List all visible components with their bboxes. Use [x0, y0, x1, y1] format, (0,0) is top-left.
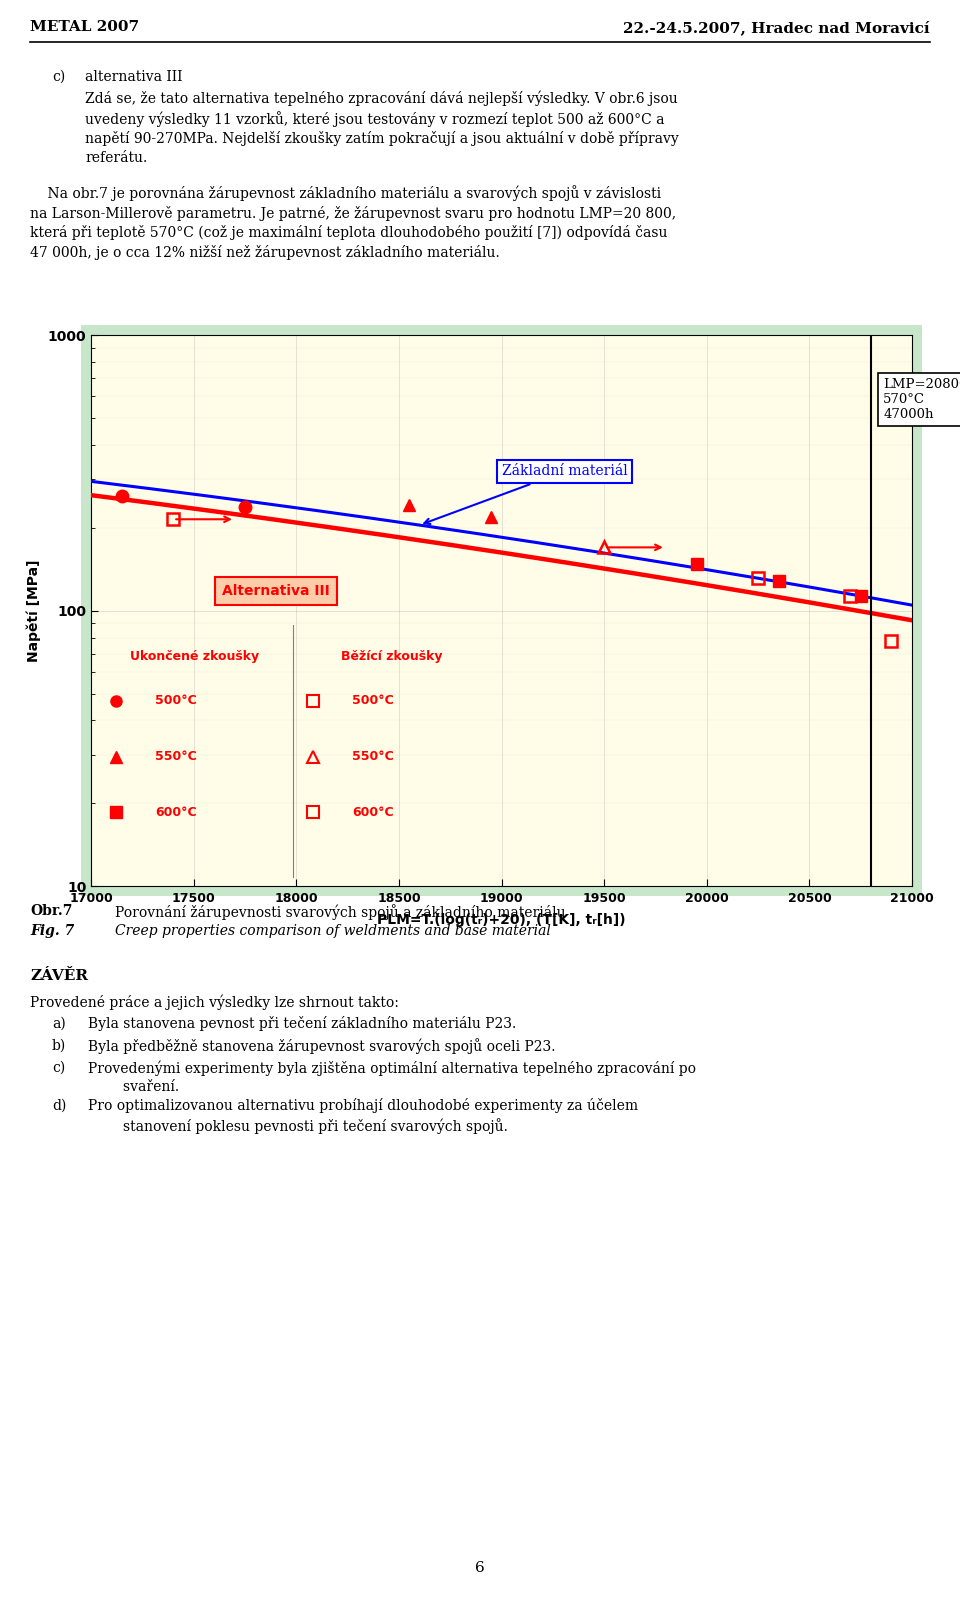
Text: c): c) — [52, 70, 65, 85]
Text: Creep properties comparison of weldments and base material: Creep properties comparison of weldments… — [115, 925, 551, 939]
Text: LMP=20800
570°C
47000h: LMP=20800 570°C 47000h — [883, 378, 960, 422]
Text: alternativa III: alternativa III — [85, 70, 182, 85]
Bar — [82, 326, 922, 896]
Text: Byla stanovena pevnost při tečení základního materiálu P23.: Byla stanovena pevnost při tečení základ… — [88, 1016, 516, 1032]
Text: 6: 6 — [475, 1560, 485, 1575]
Text: Na obr.7 je porovnána žárupevnost základního materiálu a svarových spojů v závis: Na obr.7 je porovnána žárupevnost základ… — [30, 185, 676, 260]
Text: d): d) — [52, 1099, 66, 1113]
Text: Porovnání žárupevnosti svarových spojů a základního materiálu: Porovnání žárupevnosti svarových spojů a… — [115, 904, 565, 920]
Text: Obr.7: Obr.7 — [30, 904, 72, 918]
X-axis label: PLM=T.(log(tᵣ)+20), (T[K], tᵣ[h]): PLM=T.(log(tᵣ)+20), (T[K], tᵣ[h]) — [377, 913, 626, 928]
Text: 600°C: 600°C — [352, 806, 394, 819]
Text: Ukončené zkoušky: Ukončené zkoušky — [130, 650, 259, 663]
Text: a): a) — [52, 1016, 65, 1030]
Text: c): c) — [52, 1060, 65, 1075]
Text: 600°C: 600°C — [156, 806, 197, 819]
Y-axis label: Napětí [MPa]: Napětí [MPa] — [26, 559, 40, 663]
Text: 550°C: 550°C — [352, 751, 394, 763]
Text: METAL 2007: METAL 2007 — [30, 21, 139, 34]
Text: Provedené práce a jejich výsledky lze shrnout takto:: Provedené práce a jejich výsledky lze sh… — [30, 995, 398, 1009]
Text: Alternativa III: Alternativa III — [222, 585, 329, 597]
Text: Běžící zkoušky: Běžící zkoušky — [341, 650, 443, 663]
Text: Fig. 7: Fig. 7 — [30, 925, 74, 939]
Text: Zdá se, že tato alternativa tepelného zpracování dává nejlepší výsledky. V obr.6: Zdá se, že tato alternativa tepelného zp… — [85, 89, 679, 164]
Text: Základní materiál: Základní materiál — [424, 465, 627, 524]
Text: 500°C: 500°C — [352, 695, 394, 707]
Text: ZÁVĚR: ZÁVĚR — [30, 969, 88, 984]
Text: 22.-24.5.2007, Hradec nad Moravicí: 22.-24.5.2007, Hradec nad Moravicí — [623, 21, 930, 35]
Text: 550°C: 550°C — [156, 751, 197, 763]
Text: Provedenými experimenty byla zjištěna optimální alternativa tepelného zpracování: Provedenými experimenty byla zjištěna op… — [88, 1060, 696, 1094]
Text: Pro optimalizovanou alternativu probíhají dlouhodobé experimenty za účelem
     : Pro optimalizovanou alternativu probíhaj… — [88, 1099, 638, 1134]
Text: b): b) — [52, 1038, 66, 1052]
Text: Byla předběžně stanovena žárupevnost svarových spojů oceli P23.: Byla předběžně stanovena žárupevnost sva… — [88, 1038, 556, 1054]
Text: 500°C: 500°C — [156, 695, 197, 707]
